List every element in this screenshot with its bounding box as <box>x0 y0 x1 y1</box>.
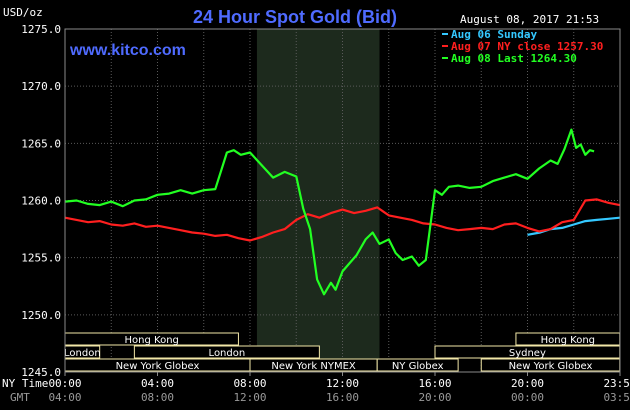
y-tick-label: 1250.0 <box>21 309 61 322</box>
x-axis-label-ny: NY Time <box>2 377 48 390</box>
x-tick-label-ny: 16:00 <box>418 377 451 390</box>
session-label: Sydney <box>509 348 546 359</box>
y-tick-label: 1270.0 <box>21 80 61 93</box>
session-label: Hong Kong <box>125 335 179 346</box>
session-label: New York NYMEX <box>271 361 356 372</box>
x-tick-label-gmt: 00:00 <box>511 391 544 404</box>
series-line-2 <box>64 198 621 242</box>
x-tick-label-gmt: 03:59 <box>603 391 630 404</box>
session-label: London <box>64 348 101 359</box>
x-axis-label-gmt: GMT <box>10 391 30 404</box>
x-tick-label-ny: 23:59 <box>603 377 630 390</box>
x-tick-label-ny: 08:00 <box>233 377 266 390</box>
y-tick-label: 1255.0 <box>21 252 61 265</box>
series-line-3 <box>64 128 595 296</box>
x-tick-label-ny: 04:00 <box>141 377 174 390</box>
x-tick-label-gmt: 12:00 <box>233 391 266 404</box>
y-axis-unit-label: USD/oz <box>3 6 43 19</box>
session-box <box>376 358 459 372</box>
x-tick-label-gmt: 20:00 <box>418 391 451 404</box>
brand-watermark: www.kitco.com <box>69 42 186 59</box>
session-label: New York Globex <box>116 361 200 372</box>
y-tick-label: 1245.0 <box>21 366 61 379</box>
y-tick-label: 1275.0 <box>21 23 61 36</box>
legend-entry: Aug 07 NY close 1257.30 <box>451 40 603 53</box>
session-label: New York Globex <box>509 361 593 372</box>
chart-axes: 1245.0 1250.0 1255.0 1260.0 1265.0 1270.0 1275… <box>2 23 630 404</box>
x-tick-label-gmt: 16:00 <box>326 391 359 404</box>
chart-timestamp: August 08, 2017 21:53 <box>460 13 599 26</box>
legend-entry: Aug 08 Last 1264.30 <box>451 52 577 65</box>
session-box <box>133 345 320 359</box>
session-label: London <box>209 348 246 359</box>
session-label: Hong Kong <box>541 335 595 346</box>
chart-series <box>64 128 621 296</box>
y-tick-label: 1265.0 <box>21 137 61 150</box>
x-tick-label-ny: 00:00 <box>48 377 81 390</box>
session-label: NY Globex <box>392 361 444 372</box>
x-tick-label-ny: 20:00 <box>511 377 544 390</box>
x-tick-label-gmt: 04:00 <box>48 391 81 404</box>
chart-title: 24 Hour Spot Gold (Bid) <box>193 7 397 27</box>
market-sessions: Hong Kong Hong Kong London London Sydney New … <box>64 332 621 372</box>
x-tick-label-gmt: 08:00 <box>141 391 174 404</box>
y-tick-label: 1260.0 <box>21 195 61 208</box>
x-tick-label-ny: 12:00 <box>326 377 359 390</box>
legend-entry: Aug 06 Sunday <box>451 28 537 41</box>
